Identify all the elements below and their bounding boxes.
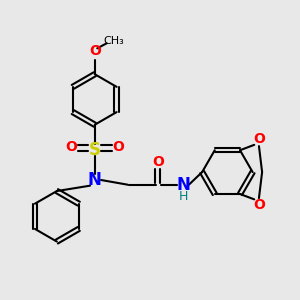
Text: O: O [253, 198, 265, 212]
Text: O: O [253, 132, 265, 146]
Text: CH₃: CH₃ [103, 36, 124, 46]
Text: N: N [88, 171, 102, 189]
Text: O: O [89, 44, 101, 58]
Text: H: H [178, 190, 188, 203]
Text: N: N [176, 176, 190, 194]
Text: O: O [152, 155, 164, 169]
Text: O: O [65, 140, 77, 154]
Text: S: S [89, 141, 101, 159]
Text: O: O [112, 140, 124, 154]
